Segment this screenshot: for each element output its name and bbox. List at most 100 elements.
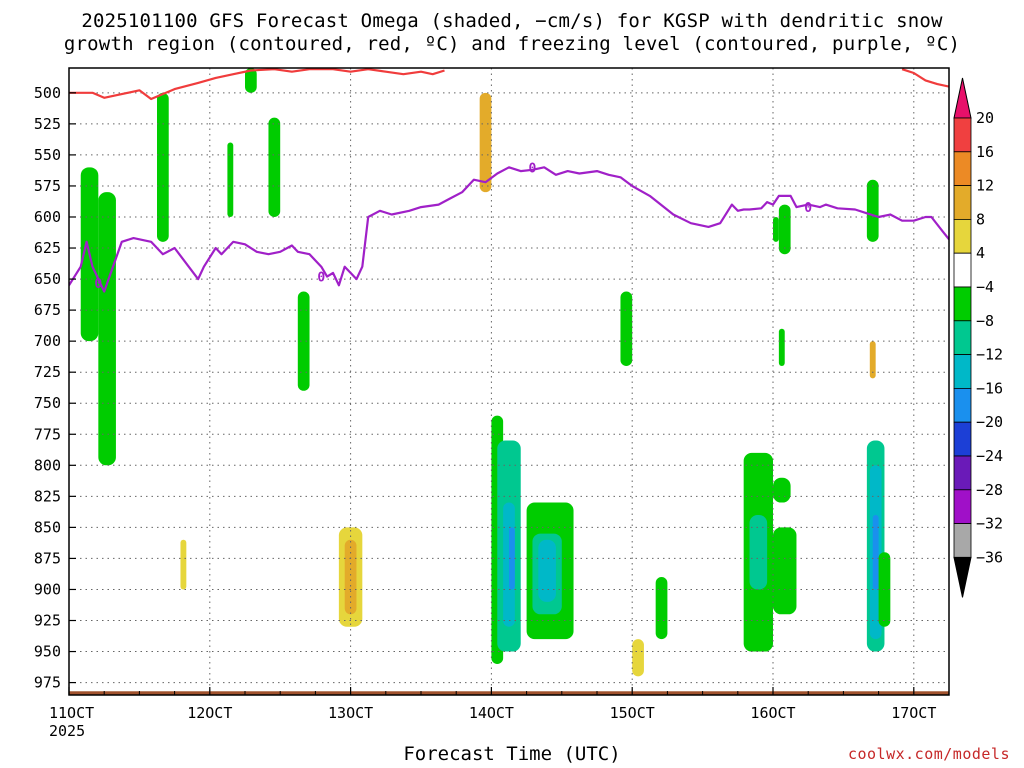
omega-shade-18 [368,68,386,342]
colorbar-label-3: 8 [976,210,985,228]
colorbar-swatch-10 [953,421,972,457]
colorbar-label-8: −16 [976,379,1003,397]
contour-1 [69,68,445,101]
x-tick-label-4: 15OCT [610,704,655,722]
colorbar-swatch-7 [953,320,972,355]
colorbar-label-2: 12 [976,177,994,195]
colorbar-swatch-6 [953,286,972,322]
contour-label-0-2: 0 [529,161,537,176]
omega-shade-48 [869,341,876,379]
contour-lines: 0 0 0 0 [69,68,949,293]
colorbar-label-13: −36 [976,548,1003,566]
omega-shade-10 [245,68,257,93]
contour-0 [69,166,949,293]
omega-shade-43 [773,477,791,503]
colorbar-label-9: −20 [976,413,1003,431]
y-tick-label-2: 550 [34,146,61,164]
omega-shade-0 [69,68,81,664]
colorbar-swatch-8 [953,354,972,389]
y-tick-label-10: 750 [34,394,61,412]
colorbar-label-11: −28 [976,481,1003,499]
x-axis-label: Forecast Time (UTC) [403,743,621,765]
y-tick-label-9: 725 [34,363,61,381]
omega-shade-39 [778,204,791,255]
omega-shade-31 [620,291,633,366]
y-tick-label-19: 975 [34,674,61,692]
colorbar-swatch-3 [953,185,972,220]
colorbar-label-5: −4 [976,278,994,296]
y-tick-label-14: 850 [34,518,61,536]
y-tick-label-15: 875 [34,549,61,567]
omega-shade-29 [538,539,556,602]
grid-lines [69,68,949,695]
omega-shade-7 [180,539,187,590]
x-axis: 11OCT202512OCT13OCT14OCT15OCT16OCT17OCT1… [49,687,936,740]
contour-label-0-3: 0 [804,201,812,216]
omega-shade-38 [773,216,779,242]
x-tick-label-0: 11OCT [49,704,94,722]
colorbar-swatch-2 [953,151,972,187]
omega-shade-44 [773,527,797,615]
omega-shade-56 [996,639,1002,651]
colorbar-label-7: −12 [976,346,1003,364]
colorbar-top-arrow [953,77,972,119]
omega-shade-20 [479,92,492,193]
y-tick-label-6: 650 [34,270,61,288]
omega-shade-30 [538,216,556,317]
y-axis: 500 525 550 575 600 625 650 675 700 725 750 775 800 8… [34,84,76,692]
y-tick-label-4: 600 [34,208,61,226]
colorbar-swatch-11 [953,455,972,491]
contour-label-0-1: 0 [317,271,325,286]
omega-shade-3 [110,465,122,664]
colorbar-label-1: 16 [976,143,994,161]
y-tick-label-8: 700 [34,332,61,350]
colorbar-label-10: −24 [976,447,1003,465]
omega-shade-13 [297,291,310,391]
omega-shade-37 [749,514,768,590]
y-tick-label-7: 675 [34,301,61,319]
colorbar-swatch-1 [953,117,972,153]
colorbar-swatch-12 [953,489,972,524]
omega-shade-14 [291,514,304,640]
colorbar-swatch-5 [953,252,972,288]
y-tick-label-16: 900 [34,580,61,598]
colorbar-label-12: −32 [976,515,1003,533]
y-tick-label-0: 500 [34,84,61,102]
omega-shade-33 [632,639,644,677]
omega-shade-34 [655,577,668,640]
plot-frame [68,67,950,696]
omega-shade-45 [843,68,873,118]
x-tick-label-3: 14OCT [469,704,514,722]
x-tick-sublabel-0: 2025 [49,722,85,740]
y-tick-label-18: 950 [34,643,61,661]
y-tick-label-11: 775 [34,425,61,443]
contour-2 [901,68,949,88]
y-tick-label-17: 925 [34,612,61,630]
y-tick-label-12: 800 [34,456,61,474]
colorbar-swatch-9 [953,387,972,423]
colorbar-swatch-13 [953,523,972,558]
omega-shade-53 [872,514,879,590]
colorbar: 20 16 12 8 4 −4 −8 −12 −16 −20 −24 −28 −32 −36 [953,77,1003,598]
colorbar-swatch-4 [953,218,972,254]
terrain-surface [69,691,949,695]
y-tick-label-13: 825 [34,487,61,505]
omega-shading [69,68,1002,683]
contour-label-0-0: 0 [94,277,102,292]
y-tick-label-3: 575 [34,177,61,195]
omega-shade-41 [778,328,785,366]
omega-shade-35 [755,68,773,155]
omega-shade-49 [861,465,867,491]
omega-shade-50 [861,583,867,602]
colorbar-bottom-arrow [953,556,972,598]
omega-shade-4 [139,68,152,664]
y-tick-label-1: 525 [34,115,61,133]
x-tick-label-2: 13OCT [328,704,373,722]
omega-shade-40 [761,328,768,391]
x-tick-label-5: 16OCT [750,704,795,722]
terrain-fill [69,691,949,695]
omega-shade-24 [509,527,515,590]
omega-shade-2 [98,192,116,466]
omega-shade-8 [198,216,210,366]
